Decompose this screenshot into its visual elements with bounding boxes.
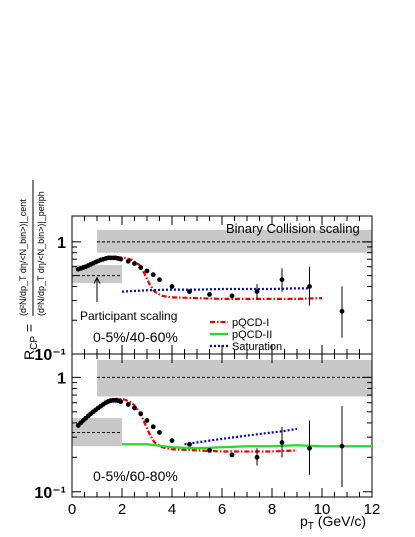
band-binary-collision [97,229,372,253]
data-point [254,454,260,460]
data-point [118,256,124,262]
data-point [229,293,235,299]
x-axis-label: pT (GeV/c) [300,513,366,532]
data-point [169,438,175,444]
curve-pqcd-ii [122,443,372,450]
curve-saturation [184,427,298,446]
legend-entry: pQCD-II [232,329,272,341]
arrow-head [93,276,101,284]
x-tick-label: 10 [314,501,331,518]
annotation-centrality: 0-5%/60-80% [93,468,178,484]
data-point [132,405,137,411]
data-point [339,308,345,314]
data-point [279,440,285,445]
x-tick-label: 0 [68,501,76,518]
y-axis-label: RCP = (d²N/dp_T dη/<N_bin>)|_cent (d²N/d… [18,180,46,360]
data-point [144,418,150,423]
data-point [144,268,150,274]
data-point [254,289,260,295]
data-point [279,277,285,283]
y-tick-label: 10⁻¹ [34,347,66,364]
data-point [125,402,131,407]
y-tick-label: 1 [57,370,66,387]
data-point [169,284,175,289]
curve-pqcd-i [86,256,323,300]
annotation-participant-scaling: Participant scaling [80,309,177,323]
data-point [138,411,144,417]
y-label-numerator: (d²N/dp_T dη/<N_bin>)|_cent [18,199,28,316]
data-point [138,265,144,270]
data-point [339,443,345,449]
data-point [157,277,162,283]
svg-text:RCP =: RCP = [21,324,40,360]
data-point [187,441,192,447]
x-tick-label: 2 [118,501,126,518]
data-point [132,261,137,266]
curve-saturation [121,287,310,293]
y-tick-label: 10⁻¹ [34,485,66,502]
data-point [187,289,192,295]
panel-top: 1 10⁻¹ Binary Collision scaling Participant… [34,215,373,364]
data-point [150,272,156,278]
x-tick-label: 4 [168,501,176,518]
x-tick-label: 6 [218,501,226,518]
data-point [229,452,235,458]
data-point [157,430,162,435]
data-point [307,284,312,289]
y-label-denominator: (d²N/dp_T dη/<N_bin>)|_periph [36,191,46,316]
annotation-binary-collision: Binary Collision scaling [226,221,360,236]
data-point [307,445,312,451]
data-point [125,258,131,264]
data-point [118,399,124,404]
band-binary-collision [97,359,372,397]
data-point [150,424,156,430]
data-point [207,447,212,453]
data-point [207,291,212,297]
legend-entry: pQCD-I [232,317,269,329]
x-tick-label: 8 [268,501,276,518]
x-tick-label: 12 [364,501,381,518]
y-tick-label: 1 [57,235,66,252]
panel-bottom: 1 10⁻¹0 2 4 6 8 10 12 0-5%/60-80% [34,353,381,518]
annotation-centrality: 0-5%/40-60% [93,329,178,345]
legend-entry: Saturation [232,341,282,353]
